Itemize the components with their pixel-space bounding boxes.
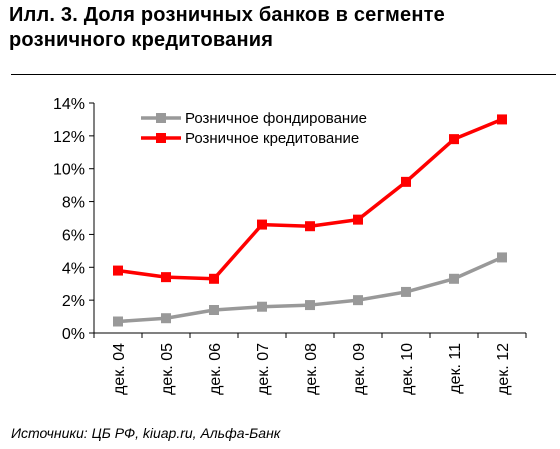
legend-marker [156,133,166,143]
y-tick-label: 6% [62,227,85,244]
data-point [161,313,171,324]
y-tick-label: 8% [62,195,85,212]
data-point [161,272,171,283]
legend-marker [156,113,166,123]
x-tick-label: дек. 12 [495,343,512,395]
series-retail-lending [113,114,507,284]
title-divider [11,74,556,75]
x-tick-label: дек. 09 [351,343,368,395]
data-point [257,219,267,230]
legend-label: Розничное фондирование [185,110,367,127]
y-tick-label: 4% [62,260,85,277]
legend-label: Розничное кредитование [185,130,359,147]
x-tick-label: дек. 04 [111,343,128,395]
x-tick-label: дек. 10 [399,343,416,395]
y-tick-label: 14% [53,96,85,113]
series-line [117,255,503,324]
data-point [209,273,219,284]
chart-series [113,114,507,327]
data-point [257,301,267,312]
data-point [401,176,411,187]
data-point [305,300,315,311]
y-tick-label: 0% [62,326,85,343]
x-tick-label: дек. 07 [255,343,272,395]
data-point [113,316,123,327]
y-tick-label: 2% [62,293,85,310]
data-point [449,273,459,284]
chart-title: Илл. 3. Доля розничных банков в сегменте… [9,3,554,53]
x-tick-label: дек. 08 [303,343,320,395]
title-line-2: розничного кредитования [9,29,274,51]
data-point [449,134,459,145]
data-point [401,286,411,297]
source-note: Источники: ЦБ РФ, kiuap.ru, Альфа-Банк [11,425,281,441]
x-tick-label: дек. 11 [447,343,464,394]
data-point [497,252,507,263]
data-point [305,221,315,232]
y-tick-label: 12% [53,129,85,146]
x-tick-label: дек. 05 [159,343,176,395]
data-point [113,265,123,276]
series-retail-funding [113,252,507,327]
data-point [353,295,363,306]
y-tick-label: 10% [53,162,85,179]
x-tick-label: дек. 06 [207,343,224,395]
data-point [497,114,507,125]
data-point [209,305,219,315]
chart-axes: 0% 2% 4% 6% 8% 10% 12% 14% дек. 04 дек. 05 дек. 06… [53,96,527,395]
chart-legend: Розничное фондирование Розничное кредитов… [141,110,367,147]
data-point [353,214,363,225]
title-line-1: Илл. 3. Доля розничных банков в сегменте [9,4,445,26]
